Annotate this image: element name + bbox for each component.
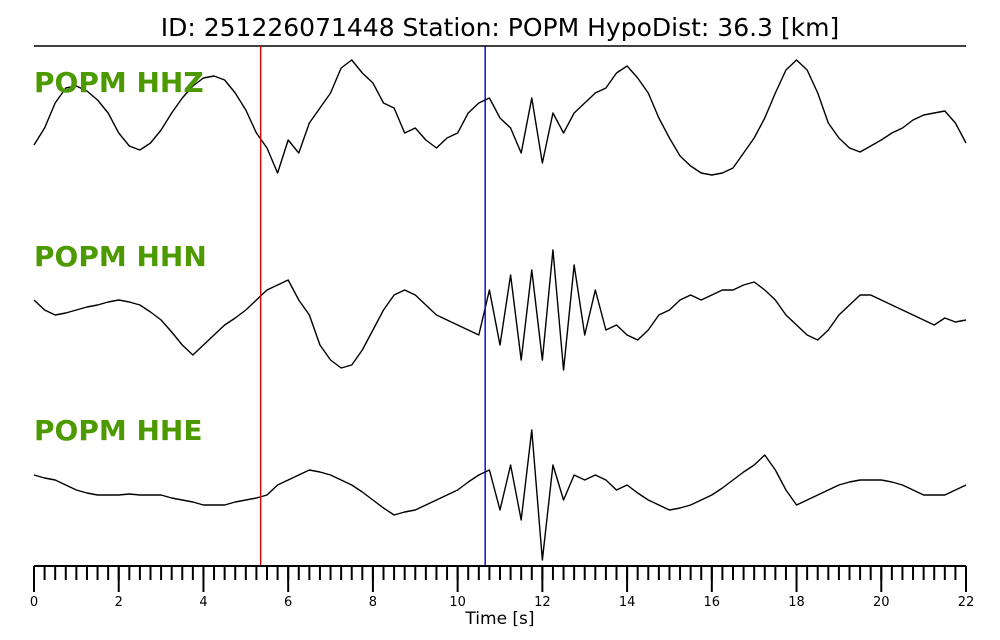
x-tick-label: 4 [199, 595, 207, 610]
x-tick-label: 20 [873, 595, 890, 610]
x-axis-label: Time [s] [464, 609, 534, 629]
trace-label: POPM HHN [34, 240, 207, 273]
trace-label: POPM HHE [34, 414, 202, 447]
waveform [33, 59, 967, 176]
x-tick-label: 6 [284, 595, 292, 610]
x-tick-label: 10 [449, 595, 466, 610]
waveform [33, 249, 967, 371]
chart-title: ID: 251226071448 Station: POPM HypoDist:… [161, 13, 840, 42]
x-tick-label: 16 [704, 595, 721, 610]
x-tick-label: 18 [788, 595, 805, 610]
x-tick-label: 0 [30, 595, 38, 610]
x-tick-label: 8 [369, 595, 377, 610]
waveform [33, 429, 967, 561]
trace-label: POPM HHZ [34, 66, 204, 99]
x-tick-label: 12 [534, 595, 551, 610]
x-tick-label: 2 [115, 595, 123, 610]
x-tick-label: 14 [619, 595, 636, 610]
x-tick-label: 22 [958, 595, 975, 610]
